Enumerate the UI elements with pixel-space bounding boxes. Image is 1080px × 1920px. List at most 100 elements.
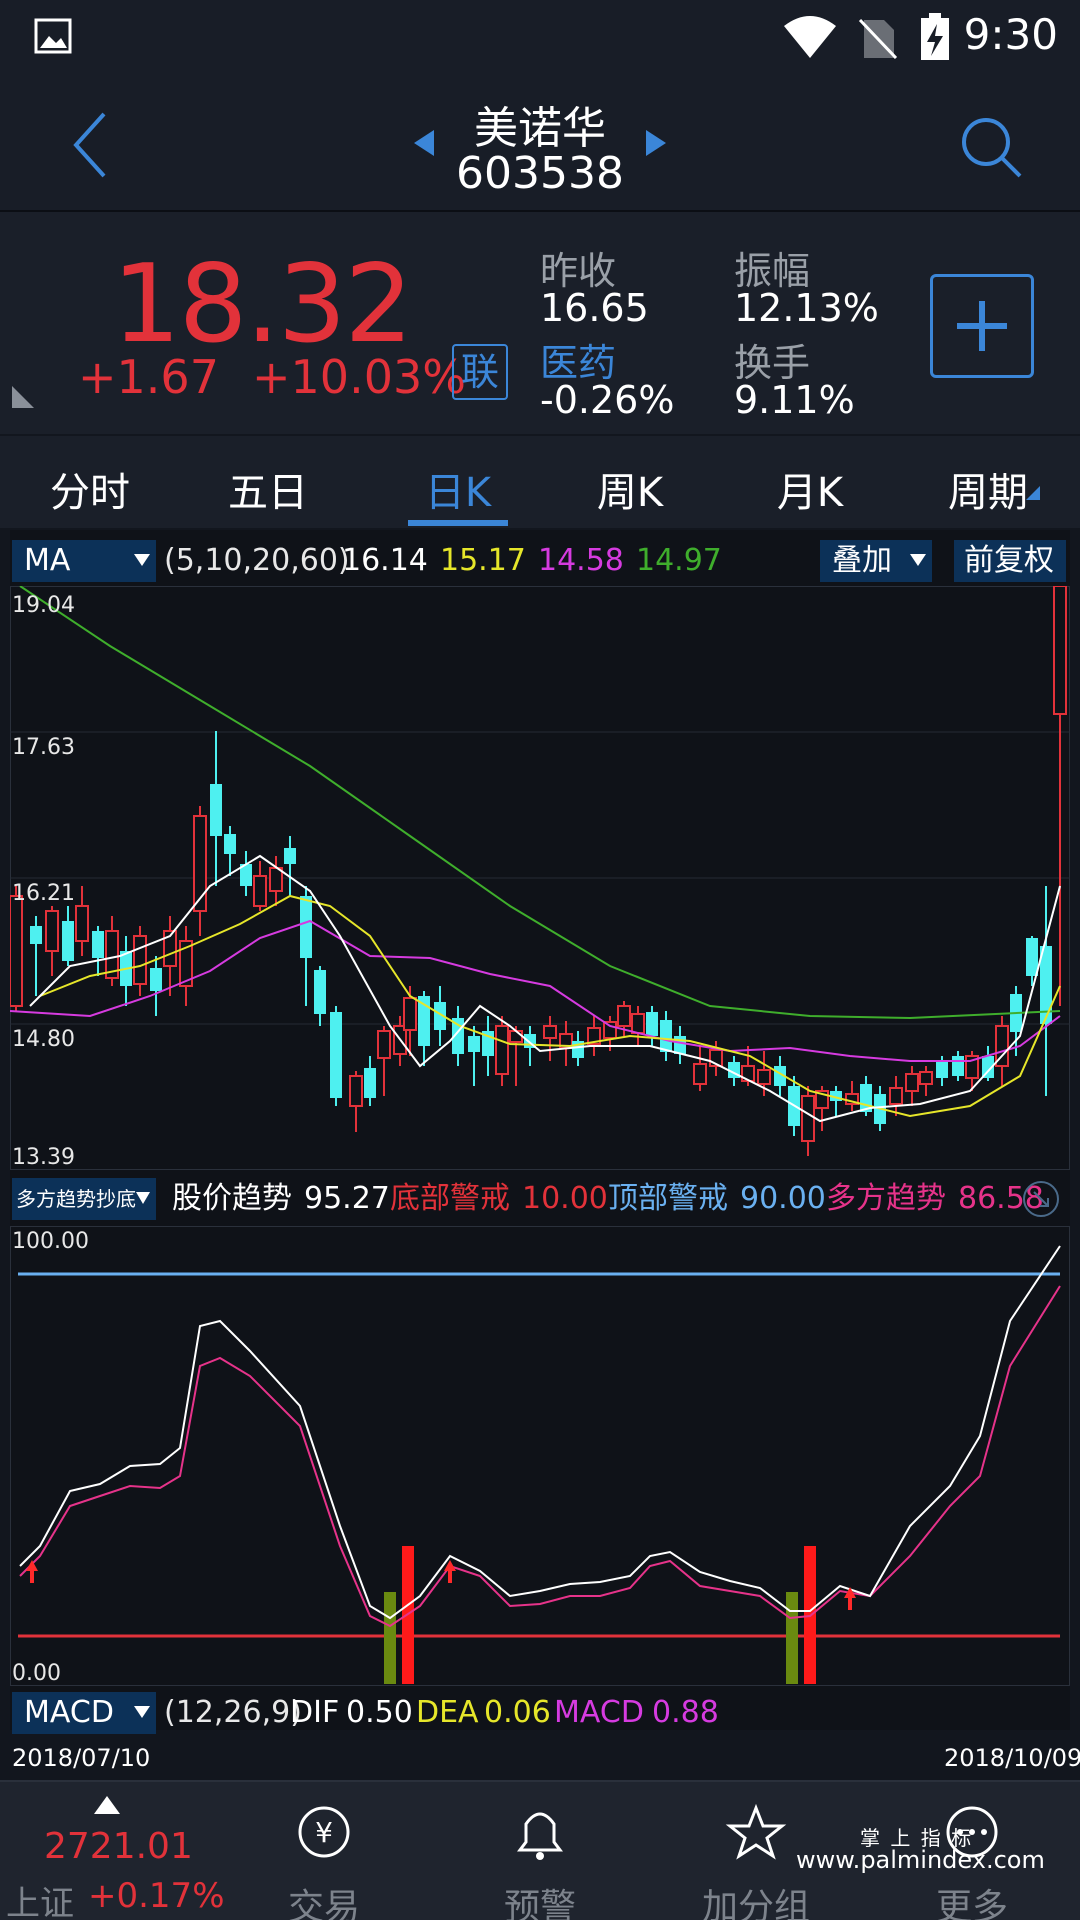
candle-body [982, 1056, 994, 1078]
y-axis-1: 19.04 [12, 593, 75, 618]
tab-period[interactable]: 周期 [948, 470, 1028, 516]
candle-body [269, 867, 283, 892]
macd-selector[interactable]: MACD [12, 1692, 156, 1734]
search-icon[interactable] [958, 114, 1024, 180]
dea-label: DEA [416, 1695, 479, 1730]
plus-icon [957, 301, 1007, 351]
prev-close-label: 昨收 [540, 249, 617, 293]
candle-body [75, 905, 89, 942]
current-price: 18.32 [112, 242, 413, 367]
macd-label: MACD [554, 1695, 644, 1730]
stock-trend-line [19, 1245, 1061, 1620]
candle-body [92, 931, 104, 958]
ma-selector-label: MA [24, 543, 71, 578]
candle-body [757, 1069, 771, 1085]
stock-name: 美诺华 [474, 103, 606, 154]
nav-more[interactable]: 更多 [882, 1782, 1062, 1920]
chevron-down-icon [910, 554, 926, 566]
tab-intraday[interactable]: 分时 [50, 470, 130, 516]
candle-body [434, 1002, 446, 1030]
tab-monthly-k[interactable]: 月K [776, 470, 844, 516]
battery-charging-icon [921, 13, 949, 60]
candle-body [210, 784, 222, 836]
candle-body [1040, 946, 1052, 1024]
add-watchlist-button[interactable] [930, 274, 1034, 378]
candle-body [349, 1075, 363, 1107]
tab-five-day[interactable]: 五日 [228, 470, 308, 516]
candle-body [62, 921, 74, 961]
candle-body [919, 1071, 933, 1085]
date-end: 2018/10/09 [944, 1744, 1080, 1772]
candle-body [10, 895, 23, 1007]
status-bar: 9:30 [0, 0, 1080, 78]
candle-body [45, 910, 59, 952]
y-axis-3: 16.21 [12, 881, 75, 906]
candle-body [314, 970, 326, 1014]
buy-markers [26, 1560, 856, 1610]
bottom-alert-value: 10.00 [522, 1181, 608, 1216]
index-name: 上证 [6, 1884, 74, 1920]
bull-trend-label: 多方趋势 [826, 1181, 946, 1216]
adjust-button[interactable]: 前复权 [954, 540, 1066, 582]
indicator-selector-label: 多方趋势抄底 [16, 1187, 136, 1211]
y-axis-5: 13.39 [12, 1145, 75, 1170]
price-change-pct: +10.03% [252, 350, 466, 404]
ma5-value: 16.14 [342, 543, 428, 578]
dropdown-triangle-icon [1026, 486, 1040, 500]
corner-triangle-icon [12, 386, 34, 408]
ma10-value: 15.17 [440, 543, 526, 578]
ma20-value: 14.58 [538, 543, 624, 578]
index-change: +0.17% [88, 1876, 225, 1916]
candle-body [952, 1056, 964, 1076]
wifi-icon [784, 16, 836, 58]
candle-body [543, 1025, 557, 1039]
tab-daily-k[interactable]: 日K [424, 470, 492, 516]
chevron-down-icon [134, 1706, 150, 1718]
ma-params: (5,10,20,60) [164, 543, 350, 578]
candle-body [179, 940, 193, 987]
trade-icon: ¥ [298, 1806, 350, 1858]
candle-body [1053, 586, 1067, 715]
dif-label: DIF [290, 1695, 340, 1730]
price-change: +1.67 [78, 350, 219, 404]
top-alert-value: 90.00 [740, 1181, 826, 1216]
kline-chart[interactable]: 19.04 17.63 16.21 14.80 13.39 [10, 586, 1070, 1170]
tab-weekly-k[interactable]: 周K [596, 470, 664, 516]
candle-body [300, 896, 312, 958]
turnover-label: 换手 [734, 341, 811, 385]
candle-body [936, 1061, 948, 1078]
related-badge[interactable]: 联 [452, 344, 508, 400]
nav-add-group[interactable]: 加分组 [666, 1782, 846, 1920]
macd-params: (12,26,9) [164, 1695, 302, 1730]
star-icon [725, 1804, 787, 1860]
nav-alert[interactable]: 预警 [450, 1782, 630, 1920]
next-stock-icon[interactable] [644, 128, 668, 158]
dea-value: 0.06 [484, 1695, 551, 1730]
bottom-alert-label: 底部警戒 [390, 1181, 510, 1216]
candle-body [1026, 938, 1038, 976]
ma-selector[interactable]: MA [12, 540, 156, 582]
trend-indicator-chart[interactable]: 100.00 0.00 [10, 1226, 1070, 1686]
candle-body [284, 848, 296, 864]
index-ticker[interactable]: 2721.01 上证 +0.17% [0, 1782, 225, 1920]
candle-body [587, 1027, 601, 1045]
ma60-line [19, 586, 1061, 1020]
candle-body [905, 1073, 919, 1092]
nav-trade[interactable]: ¥ 交易 [234, 1782, 414, 1920]
candle-body [617, 1005, 631, 1027]
indicator-y-top: 100.00 [12, 1229, 89, 1254]
nav-trade-label: 交易 [287, 1887, 360, 1920]
overlay-selector[interactable]: 叠加 [820, 540, 932, 582]
indicator-selector[interactable]: 多方趋势抄底 [12, 1178, 156, 1220]
bull-trend-line [19, 1285, 1061, 1628]
candle-body [889, 1087, 903, 1105]
prev-stock-icon[interactable] [412, 128, 436, 158]
candle-body [163, 930, 177, 967]
candle-body [468, 1036, 480, 1052]
candle-body [830, 1091, 842, 1101]
macd-value: 0.88 [652, 1695, 719, 1730]
expand-icon[interactable] [1020, 1178, 1062, 1220]
sector-label[interactable]: 医药 [540, 341, 617, 385]
candle-body [801, 1095, 815, 1142]
back-icon[interactable] [70, 110, 110, 180]
